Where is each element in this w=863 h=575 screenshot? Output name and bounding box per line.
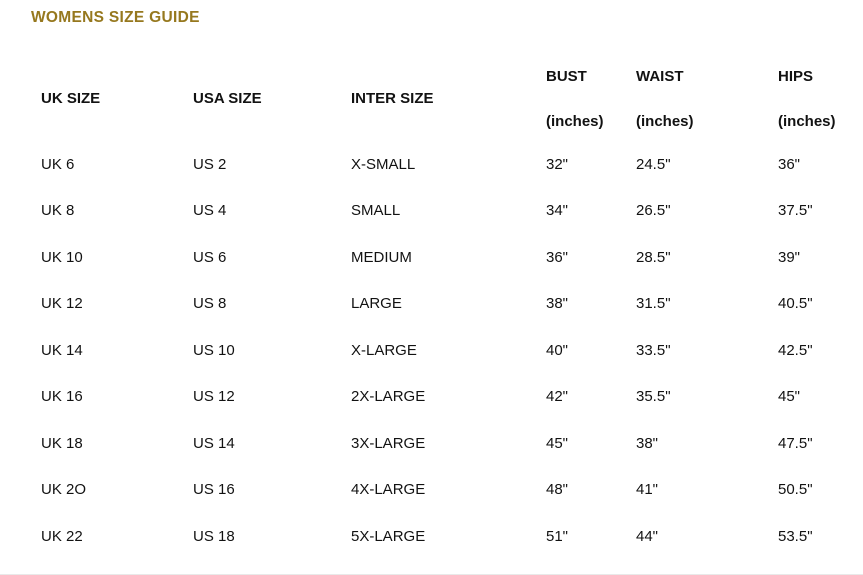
column-header-hips: HIPS (inches) (778, 56, 863, 141)
cell-bust: 51" (546, 527, 569, 545)
cell-bust: 45" (546, 434, 569, 452)
column-sublabel-waist: (inches) (636, 112, 694, 130)
cell-usa-size: US 8 (193, 295, 227, 313)
cell-bust: 36" (546, 248, 569, 266)
cell-uk-size: UK 2O (41, 481, 87, 499)
column-header-usa-size: USA SIZE (193, 56, 351, 141)
cell-usa-size: US 18 (193, 527, 235, 545)
table-row: UK 6 US 2 X-SMALL 32" 24.5" 36" (41, 141, 863, 188)
cell-bust: 40" (546, 341, 569, 359)
table-row: UK 22 US 18 5X-LARGE 51" 44" 53.5" (41, 513, 863, 560)
cell-hips: 42.5" (778, 341, 813, 359)
cell-uk-size: UK 8 (41, 202, 75, 220)
cell-usa-size: US 4 (193, 202, 227, 220)
cell-hips: 47.5" (778, 434, 813, 452)
table-row: UK 10 US 6 MEDIUM 36" 28.5" 39" (41, 234, 863, 281)
cell-waist: 31.5" (636, 295, 671, 313)
column-sublabel-bust: (inches) (546, 112, 604, 130)
cell-usa-size: US 16 (193, 481, 235, 499)
column-label-bust: BUST (546, 67, 587, 85)
column-header-waist: WAIST (inches) (636, 56, 778, 141)
cell-hips: 45" (778, 388, 801, 406)
cell-uk-size: UK 6 (41, 155, 75, 173)
cell-inter-size: SMALL (351, 202, 401, 220)
cell-waist: 38" (636, 434, 659, 452)
column-label-hips: HIPS (778, 67, 814, 85)
cell-inter-size: 5X-LARGE (351, 527, 426, 545)
cell-waist: 26.5" (636, 202, 671, 220)
table-row: UK 12 US 8 LARGE 38" 31.5" 40.5" (41, 281, 863, 328)
column-label-inter-size: INTER SIZE (351, 90, 434, 107)
table-row: UK 14 US 10 X-LARGE 40" 33.5" 42.5" (41, 327, 863, 374)
cell-bust: 42" (546, 388, 569, 406)
cell-uk-size: UK 16 (41, 388, 83, 406)
cell-waist: 41" (636, 481, 659, 499)
column-sublabel-hips: (inches) (778, 112, 836, 130)
cell-bust: 32" (546, 155, 569, 173)
cell-inter-size: X-SMALL (351, 155, 416, 173)
page-title: WOMENS SIZE GUIDE (31, 9, 200, 26)
cell-waist: 33.5" (636, 341, 671, 359)
cell-waist: 35.5" (636, 388, 671, 406)
cell-inter-size: MEDIUM (351, 248, 412, 266)
cell-inter-size: 3X-LARGE (351, 434, 426, 452)
column-label-waist: WAIST (636, 67, 684, 85)
cell-waist: 24.5" (636, 155, 671, 173)
cell-usa-size: US 12 (193, 388, 235, 406)
cell-hips: 39" (778, 248, 801, 266)
cell-bust: 48" (546, 481, 569, 499)
cell-waist: 28.5" (636, 248, 671, 266)
cell-waist: 44" (636, 527, 659, 545)
cell-usa-size: US 14 (193, 434, 235, 452)
cell-inter-size: LARGE (351, 295, 402, 313)
table-header-row: UK SIZE USA SIZE INTER SIZE BUST (inches) WAI… (41, 56, 863, 141)
cell-hips: 53.5" (778, 527, 813, 545)
column-header-inter-size: INTER SIZE (351, 56, 546, 141)
cell-hips: 37.5" (778, 202, 813, 220)
table-row: UK 16 US 12 2X-LARGE 42" 35.5" 45" (41, 374, 863, 421)
cell-uk-size: UK 22 (41, 527, 83, 545)
cell-bust: 38" (546, 295, 569, 313)
cell-inter-size: 4X-LARGE (351, 481, 426, 499)
cell-hips: 40.5" (778, 295, 813, 313)
cell-inter-size: X-LARGE (351, 341, 417, 359)
column-header-bust: BUST (inches) (546, 56, 636, 141)
cell-uk-size: UK 10 (41, 248, 83, 266)
cell-uk-size: UK 12 (41, 295, 83, 313)
cell-uk-size: UK 18 (41, 434, 83, 452)
cell-bust: 34" (546, 202, 569, 220)
cell-inter-size: 2X-LARGE (351, 388, 426, 406)
cell-hips: 50.5" (778, 481, 813, 499)
cell-usa-size: US 2 (193, 155, 227, 173)
column-label-usa-size: USA SIZE (193, 90, 262, 107)
cell-hips: 36" (778, 155, 801, 173)
table-row: UK 18 US 14 3X-LARGE 45" 38" 47.5" (41, 420, 863, 467)
column-header-uk-size: UK SIZE (41, 56, 193, 141)
column-label-uk-size: UK SIZE (41, 90, 101, 107)
cell-usa-size: US 10 (193, 341, 235, 359)
table-row: UK 8 US 4 SMALL 34" 26.5" 37.5" (41, 188, 863, 235)
size-guide-table: UK SIZE USA SIZE INTER SIZE BUST (inches) WAI… (41, 56, 863, 560)
table-row: UK 2O US 16 4X-LARGE 48" 41" 50.5" (41, 467, 863, 514)
cell-usa-size: US 6 (193, 248, 227, 266)
cell-uk-size: UK 14 (41, 341, 83, 359)
